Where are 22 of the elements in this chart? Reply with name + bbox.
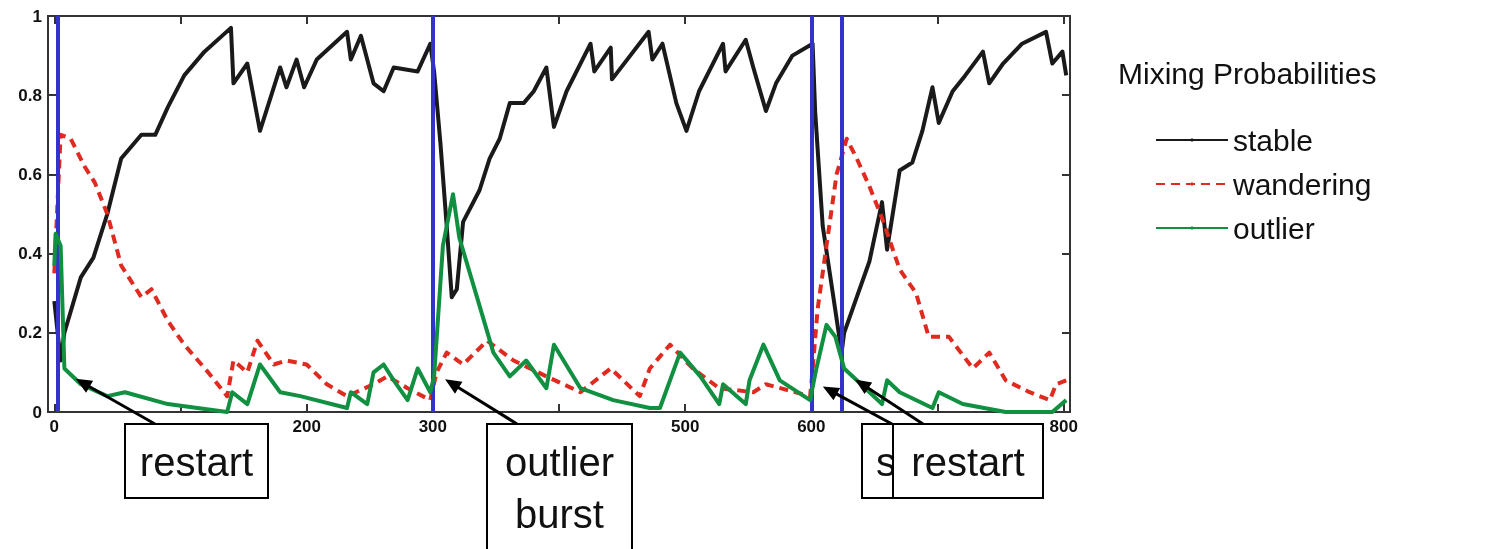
y-tick-label: 0.2: [18, 323, 42, 343]
annotation: restart: [139, 440, 254, 484]
y-tick-label: 0.4: [18, 244, 43, 264]
y-tick-label: 0.8: [18, 85, 42, 105]
annotation: outlier burst: [505, 440, 614, 536]
x-tick-label: 600: [797, 417, 826, 436]
line-series: [52, 25, 1069, 363]
legend-label: stable: [1233, 123, 1314, 157]
annotation: restart: [911, 440, 1025, 484]
legend-title: Mixing Probabilities: [1118, 56, 1377, 90]
x-tick-label: 200: [292, 417, 321, 436]
legend-label: outlier: [1233, 211, 1315, 245]
x-tick-label: 0: [49, 417, 60, 436]
line-series: [52, 192, 1069, 414]
y-tick-label: 1: [32, 6, 42, 26]
x-tick-label: 800: [1049, 417, 1078, 436]
x-tick-label: 500: [670, 417, 700, 436]
legend-label: wandering: [1232, 167, 1372, 201]
line-series: [52, 132, 1069, 403]
x-tick-label: 300: [418, 417, 448, 436]
y-tick-label: 0.6: [18, 164, 42, 184]
y-tick-label: 0: [32, 402, 42, 422]
